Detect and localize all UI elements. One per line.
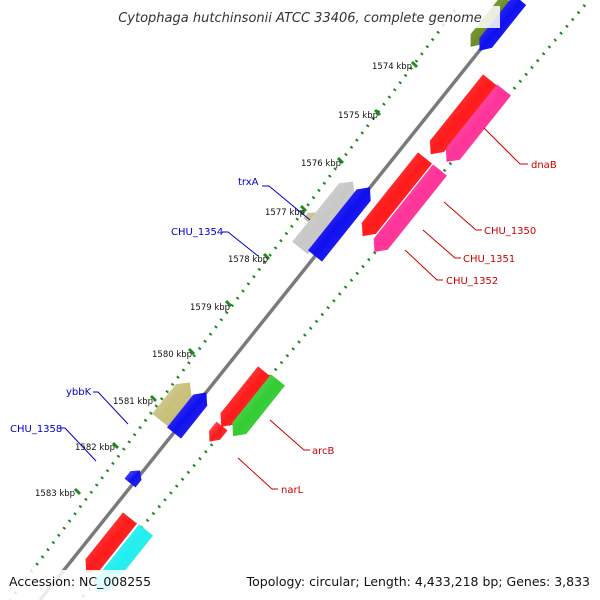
leader-chu-1352 <box>404 249 443 281</box>
leader-chu-1350 <box>443 201 482 231</box>
gene-labels: trxA CHU_1354 ybbK CHU_1358 dnaB CHU_135… <box>10 160 557 496</box>
ruler-label-1576: 1576 kbp <box>301 159 341 169</box>
gene-arrow-shading <box>308 187 371 262</box>
ruler-tick <box>224 299 233 308</box>
ruler-label-1581: 1581 kbp <box>113 397 153 407</box>
ruler-tick <box>149 394 158 403</box>
ruler-label-1580: 1580 kbp <box>152 350 192 360</box>
ruler-label-1578: 1578 kbp <box>228 255 268 265</box>
ruler-label-1583: 1583 kbp <box>35 489 75 499</box>
leader-ybbk <box>93 391 129 425</box>
ruler-tick <box>410 60 419 69</box>
ruler-ticks <box>73 60 419 496</box>
gene-arrow-shading <box>292 181 355 255</box>
leader-chu-1358 <box>60 427 97 462</box>
topology-summary-text: Topology: circular; Length: 4,433,218 bp… <box>246 574 590 589</box>
ruler-tick <box>73 487 82 496</box>
gene-features <box>85 0 527 593</box>
gene-arrow-shading <box>220 366 272 427</box>
gene-arrow-shading <box>152 382 192 427</box>
gene-label-trxa[interactable]: trxA <box>238 177 259 188</box>
gene-arrow-shading <box>232 374 285 437</box>
ruler-tick <box>336 156 345 165</box>
leader-arcb <box>269 419 310 451</box>
ruler-label-1579: 1579 kbp <box>190 303 230 313</box>
ruler-label-1574: 1574 kbp <box>372 62 412 72</box>
gene-label-arcb[interactable]: arcB <box>312 446 335 457</box>
ruler-tick <box>111 441 120 450</box>
gene-arrow-shading <box>445 84 511 162</box>
leader-dnab <box>483 127 528 165</box>
ruler-tick <box>299 204 308 213</box>
gene-arrow-shading <box>361 152 432 237</box>
gene-arrow-shading <box>209 421 228 442</box>
title-background <box>100 6 500 28</box>
gene-arrow-shading <box>429 74 497 155</box>
gene-label-dnab[interactable]: dnaB <box>531 160 557 171</box>
gene-arrow-shading <box>85 512 137 573</box>
genome-backbone <box>38 0 522 600</box>
footer-background <box>0 570 600 600</box>
gene-label-narl[interactable]: narL <box>281 485 304 496</box>
ruler-tick <box>373 108 382 117</box>
gene-arrow-shading <box>124 470 142 488</box>
gene-label-ybbk[interactable]: ybbK <box>66 387 92 398</box>
gene-label-chu-1352[interactable]: CHU_1352 <box>446 276 498 287</box>
gene-label-chu-1354[interactable]: CHU_1354 <box>171 227 223 238</box>
label-leaders <box>60 127 528 490</box>
map-title: Cytophaga hutchinsonii ATCC 33406, compl… <box>118 11 482 26</box>
gene-arrow-shading <box>479 0 527 51</box>
leader-trxa <box>262 185 311 221</box>
leader-chu-1351 <box>422 229 461 259</box>
gene-arrow-shading <box>167 392 208 439</box>
ruler-label-1582: 1582 kbp <box>75 443 115 453</box>
gene-label-chu-1350[interactable]: CHU_1350 <box>484 226 536 237</box>
accession-text: Accession: NC_008255 <box>9 574 151 589</box>
gene-arrow-shading <box>373 164 447 252</box>
ruler-labels: 1574 kbp 1575 kbp 1576 kbp 1577 kbp 1578… <box>35 62 412 499</box>
ruler-tick <box>262 252 271 261</box>
gene-label-chu-1358[interactable]: CHU_1358 <box>10 424 62 435</box>
gene-label-chu-1351[interactable]: CHU_1351 <box>463 254 515 265</box>
leader-narl <box>237 457 278 490</box>
ruler-label-1577: 1577 kbp <box>265 208 305 218</box>
ruler-label-1575: 1575 kbp <box>338 111 378 121</box>
gc-skew-track-inner <box>8 9 457 600</box>
leader-chu-1354 <box>222 231 259 257</box>
ruler-tick <box>187 347 196 356</box>
